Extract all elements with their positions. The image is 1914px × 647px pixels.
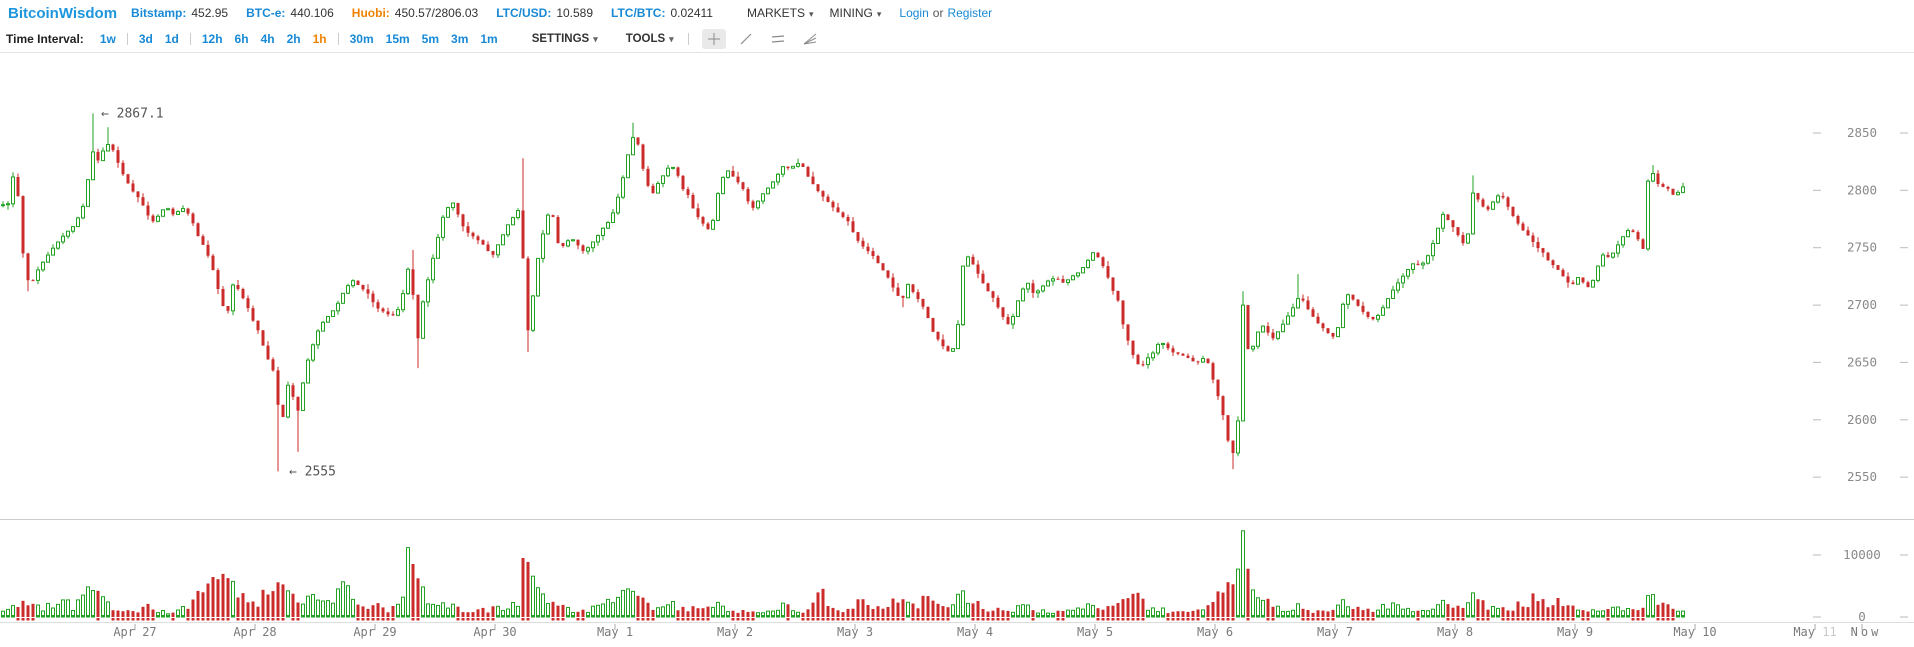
svg-text:10000: 10000	[1843, 547, 1881, 562]
interval-2h[interactable]: 2h	[286, 32, 301, 46]
interval-3d[interactable]: 3d	[138, 32, 153, 46]
svg-text:Now: Now	[1851, 625, 1882, 639]
interval-15m[interactable]: 15m	[385, 32, 410, 46]
svg-text:May 3: May 3	[837, 625, 873, 639]
svg-text:May 7: May 7	[1317, 625, 1353, 639]
interval-1d[interactable]: 1d	[164, 32, 179, 46]
menu-mining[interactable]: MINING ▾	[830, 6, 882, 20]
chart-area[interactable]: 2850 2800 2750 2700 2650 2600 2550 10000 0 Apr 27…	[0, 52, 1914, 642]
settings-label: SETTINGS	[531, 33, 590, 45]
svg-text:May 9: May 9	[1557, 625, 1593, 639]
quote-btce[interactable]: BTC-e: 440.106	[246, 6, 334, 20]
divider	[687, 33, 689, 45]
trend-line-tool-button[interactable]	[734, 29, 758, 49]
svg-text:May 11: May 11	[1793, 625, 1836, 639]
register-link[interactable]: Register	[947, 6, 993, 20]
auth-links: Login or Register	[899, 6, 992, 20]
quote-huobi[interactable]: Huobi: 450.57/2806.03	[352, 6, 478, 20]
svg-text:Apr 29: Apr 29	[353, 625, 396, 639]
svg-text:2650: 2650	[1847, 354, 1877, 369]
divider	[189, 33, 191, 45]
price-annotations: ← 2867.1 ← 2555	[101, 106, 336, 479]
quote-ltcbtc[interactable]: LTC/BTC: 0.02411	[611, 6, 713, 20]
pane-dividers	[0, 519, 1914, 623]
svg-text:May 8: May 8	[1437, 625, 1473, 639]
quote-bitstamp[interactable]: Bitstamp: 452.95	[131, 6, 228, 20]
svg-text:2850: 2850	[1847, 125, 1877, 140]
fan-lines-icon	[803, 33, 817, 45]
svg-text:2550: 2550	[1847, 469, 1877, 484]
interval-30m[interactable]: 30m	[349, 32, 374, 46]
svg-text:May 1: May 1	[597, 625, 633, 639]
quote-label: Bitstamp:	[131, 6, 187, 20]
volume-layer	[1, 530, 1685, 618]
settings-dropdown[interactable]: SETTINGS ▾	[532, 33, 598, 45]
quote-ltcusd[interactable]: LTC/USD: 10.589	[496, 6, 593, 20]
quote-label: LTC/BTC:	[611, 6, 666, 20]
svg-text:2700: 2700	[1847, 297, 1877, 312]
login-link[interactable]: Login	[899, 6, 929, 20]
quote-value: 10.589	[556, 6, 594, 20]
quote-label: BTC-e:	[246, 6, 286, 20]
logo[interactable]: BitcoinWisdom	[8, 4, 118, 22]
extreme-annotation: ← 2555	[289, 464, 336, 479]
svg-text:May 4: May 4	[957, 625, 993, 639]
crosshair-tool-button[interactable]	[701, 29, 726, 49]
svg-text:0: 0	[1858, 609, 1866, 624]
candles-layer	[1, 113, 1685, 472]
time-interval-label: Time Interval:	[6, 32, 84, 46]
extreme-annotation: ← 2867.1	[101, 106, 164, 121]
svg-text:May 6: May 6	[1197, 625, 1233, 639]
chevron-down-icon: ▾	[669, 34, 674, 44]
menu-markets-label: MARKETS	[746, 6, 805, 20]
quote-value: 452.95	[191, 6, 229, 20]
trend-line-icon	[740, 33, 752, 45]
svg-text:2750: 2750	[1847, 240, 1877, 255]
interval-1m[interactable]: 1m	[480, 32, 498, 46]
menu-mining-label: MINING	[829, 6, 873, 20]
horizontal-lines-tool-button[interactable]	[766, 29, 790, 49]
interval-1w[interactable]: 1w	[99, 32, 116, 46]
quote-value: 0.02411	[670, 6, 713, 20]
chevron-down-icon: ▾	[593, 34, 598, 44]
divider	[126, 33, 128, 45]
svg-text:May 10: May 10	[1673, 625, 1716, 639]
interval-1h-active[interactable]: 1h	[312, 32, 327, 46]
svg-text:Apr 27: Apr 27	[113, 625, 156, 639]
svg-text:May 2: May 2	[717, 625, 753, 639]
tools-dropdown[interactable]: TOOLS ▾	[626, 33, 674, 45]
date-axis: Apr 27 Apr 28 Apr 29 Apr 30 May 1 May 2 May 3 M…	[113, 624, 1882, 639]
top-bar: BitcoinWisdom Bitstamp: 452.95 BTC-e: 440.…	[0, 0, 1914, 26]
interval-5m[interactable]: 5m	[421, 32, 440, 46]
interval-6h[interactable]: 6h	[234, 32, 249, 46]
auth-or-text: or	[932, 6, 944, 20]
quote-value: 450.57/2806.03	[394, 6, 479, 20]
quote-label: Huobi:	[351, 6, 390, 20]
svg-text:Apr 28: Apr 28	[233, 625, 276, 639]
quote-label: LTC/USD:	[496, 6, 552, 20]
crosshair-icon	[707, 33, 720, 45]
interval-12h[interactable]: 12h	[201, 32, 223, 46]
svg-text:2800: 2800	[1847, 182, 1877, 197]
price-axis: 2850 2800 2750 2700 2650 2600 2550 10000 0	[1813, 125, 1908, 624]
menu-markets[interactable]: MARKETS ▾	[747, 6, 814, 20]
svg-text:2600: 2600	[1847, 412, 1877, 427]
interval-3m[interactable]: 3m	[451, 32, 469, 46]
horizontal-lines-icon	[771, 35, 784, 43]
svg-text:Apr 30: Apr 30	[473, 625, 516, 639]
fan-lines-tool-button[interactable]	[798, 29, 822, 49]
chart-toolbar: Time Interval: 1w 3d 1d 12h 6h 4h 2h 1h …	[0, 26, 1914, 53]
svg-text:May 5: May 5	[1077, 625, 1113, 639]
interval-4h[interactable]: 4h	[260, 32, 275, 46]
tools-label: TOOLS	[625, 33, 666, 45]
quote-value: 440.106	[290, 6, 334, 20]
chevron-down-icon: ▾	[808, 9, 814, 19]
candle-direction-strip	[1, 615, 1685, 621]
chevron-down-icon: ▾	[876, 9, 882, 19]
divider	[337, 33, 339, 45]
